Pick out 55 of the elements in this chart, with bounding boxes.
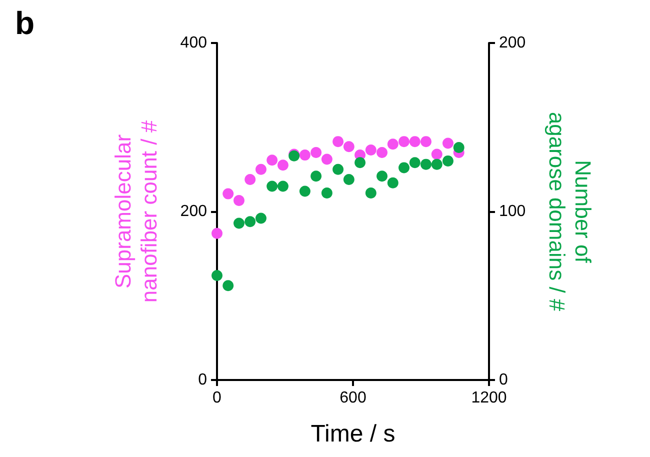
point [321, 154, 332, 165]
y2-tick-label: 0 [499, 372, 508, 388]
point [431, 158, 442, 170]
point [222, 280, 234, 292]
point [442, 155, 454, 166]
y2-tick-label: 200 [499, 34, 526, 52]
point [234, 195, 244, 206]
point [365, 187, 376, 198]
point [321, 187, 332, 198]
point [277, 160, 288, 171]
point [299, 186, 310, 197]
point [255, 212, 266, 224]
x-tick-label: 0 [212, 390, 222, 406]
y-tick-label: 0 [198, 372, 208, 388]
point [376, 170, 388, 182]
point [343, 141, 354, 152]
point [332, 164, 344, 175]
x-axis-title: Time / s [310, 420, 396, 448]
y-tick-label: 200 [180, 203, 208, 220]
x-tick-label: 1200 [471, 390, 507, 406]
point [234, 218, 244, 229]
y-axis-title: Supramolecular nanofiber count / # [110, 120, 162, 303]
point [376, 147, 388, 158]
point [244, 174, 256, 185]
point [420, 158, 432, 170]
point [431, 148, 442, 160]
point [343, 174, 354, 185]
point [310, 147, 322, 158]
point [442, 138, 454, 149]
point [420, 136, 432, 148]
y2-axis-title: Number of agarose domains / # [544, 112, 596, 312]
point [354, 157, 366, 168]
point [277, 180, 288, 192]
point [212, 270, 222, 282]
y2-tick-label: 100 [499, 203, 526, 220]
point [409, 136, 420, 148]
point [222, 188, 234, 200]
point [244, 216, 256, 228]
point [212, 228, 222, 239]
y-tick-label: 400 [180, 34, 208, 52]
point [255, 164, 266, 175]
point [266, 180, 278, 192]
point [453, 142, 464, 153]
point [365, 144, 376, 156]
point [387, 138, 398, 150]
point [398, 136, 410, 148]
chart-title: b [15, 5, 35, 41]
x-tick-label: 600 [340, 390, 366, 406]
point [266, 154, 278, 166]
point [332, 136, 344, 148]
point [409, 157, 420, 168]
point [398, 162, 410, 174]
point [310, 170, 322, 182]
point [299, 150, 310, 161]
point [387, 177, 398, 188]
